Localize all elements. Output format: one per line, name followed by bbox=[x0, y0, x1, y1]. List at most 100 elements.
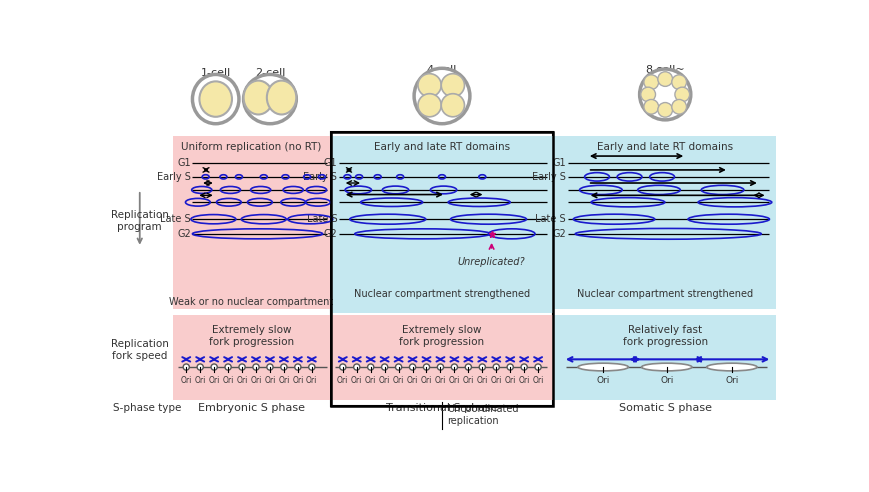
Text: Ori: Ori bbox=[448, 376, 460, 385]
Ellipse shape bbox=[706, 363, 756, 371]
Ellipse shape bbox=[507, 364, 513, 370]
Text: Ori: Ori bbox=[490, 376, 501, 385]
Ellipse shape bbox=[199, 81, 232, 117]
Text: Early and late RT domains: Early and late RT domains bbox=[596, 142, 733, 152]
FancyBboxPatch shape bbox=[331, 136, 552, 313]
Ellipse shape bbox=[417, 74, 441, 97]
Text: Ori: Ori bbox=[504, 376, 515, 385]
Ellipse shape bbox=[414, 68, 469, 123]
Text: Ori: Ori bbox=[660, 376, 673, 385]
Ellipse shape bbox=[657, 102, 672, 117]
Text: Early S: Early S bbox=[532, 172, 566, 182]
Text: Ori: Ori bbox=[476, 376, 488, 385]
Ellipse shape bbox=[674, 87, 689, 102]
Text: G1: G1 bbox=[552, 158, 566, 168]
Text: Unreplicated?: Unreplicated? bbox=[457, 257, 525, 267]
FancyBboxPatch shape bbox=[554, 315, 775, 400]
Ellipse shape bbox=[308, 364, 315, 370]
Text: Ori: Ori bbox=[365, 376, 376, 385]
Ellipse shape bbox=[479, 364, 485, 370]
Text: Ori: Ori bbox=[222, 376, 234, 385]
Ellipse shape bbox=[395, 364, 401, 370]
Ellipse shape bbox=[423, 364, 429, 370]
Ellipse shape bbox=[671, 99, 686, 114]
Ellipse shape bbox=[639, 69, 690, 120]
Text: Somatic S phase: Somatic S phase bbox=[618, 403, 711, 413]
Text: Ori: Ori bbox=[725, 376, 738, 385]
Ellipse shape bbox=[451, 364, 457, 370]
Ellipse shape bbox=[640, 87, 654, 102]
Ellipse shape bbox=[671, 75, 686, 90]
Text: Extremely slow
fork progression: Extremely slow fork progression bbox=[209, 326, 294, 347]
Text: Ori: Ori bbox=[209, 376, 220, 385]
Text: Ori: Ori bbox=[181, 376, 192, 385]
Text: Nuclear compartment strengthened: Nuclear compartment strengthened bbox=[576, 289, 753, 299]
Ellipse shape bbox=[281, 364, 287, 370]
Text: Relatively fast
fork progression: Relatively fast fork progression bbox=[622, 326, 707, 347]
Text: Ori: Ori bbox=[236, 376, 248, 385]
Text: Late S: Late S bbox=[534, 214, 566, 224]
Text: S-phase type: S-phase type bbox=[112, 403, 181, 413]
Text: G2: G2 bbox=[323, 229, 337, 239]
Text: Ori: Ori bbox=[195, 376, 206, 385]
Ellipse shape bbox=[239, 364, 245, 370]
Text: Ori: Ori bbox=[421, 376, 432, 385]
Text: Ori: Ori bbox=[306, 376, 317, 385]
Text: Ori: Ori bbox=[292, 376, 303, 385]
Text: Ori: Ori bbox=[393, 376, 404, 385]
Ellipse shape bbox=[267, 81, 296, 115]
Text: G1: G1 bbox=[323, 158, 337, 168]
Ellipse shape bbox=[183, 364, 189, 370]
Text: 2-cell: 2-cell bbox=[255, 67, 285, 78]
Ellipse shape bbox=[521, 364, 527, 370]
Text: Ori: Ori bbox=[351, 376, 362, 385]
Text: Ori: Ori bbox=[250, 376, 262, 385]
Ellipse shape bbox=[353, 364, 360, 370]
Text: Ori: Ori bbox=[596, 376, 609, 385]
Text: Ori: Ori bbox=[336, 376, 348, 385]
Text: Extremely slow
fork progression: Extremely slow fork progression bbox=[399, 326, 484, 347]
Ellipse shape bbox=[643, 99, 658, 114]
Text: 8-cell~: 8-cell~ bbox=[645, 65, 684, 75]
Ellipse shape bbox=[643, 75, 658, 90]
Ellipse shape bbox=[409, 364, 415, 370]
Text: G1: G1 bbox=[177, 158, 190, 168]
FancyBboxPatch shape bbox=[554, 136, 775, 309]
Text: 4-cell: 4-cell bbox=[427, 65, 457, 75]
Text: Ori: Ori bbox=[532, 376, 543, 385]
Ellipse shape bbox=[441, 93, 464, 117]
Ellipse shape bbox=[368, 364, 374, 370]
Text: Replication
program: Replication program bbox=[110, 210, 169, 232]
Ellipse shape bbox=[437, 364, 443, 370]
Text: G2: G2 bbox=[177, 229, 190, 239]
Ellipse shape bbox=[243, 74, 296, 123]
Ellipse shape bbox=[192, 74, 239, 123]
Text: Transitional S phase: Transitional S phase bbox=[386, 403, 497, 413]
Ellipse shape bbox=[243, 81, 273, 115]
Ellipse shape bbox=[197, 364, 203, 370]
Text: Uniform replication (no RT): Uniform replication (no RT) bbox=[181, 142, 322, 152]
Ellipse shape bbox=[640, 363, 691, 371]
Ellipse shape bbox=[441, 74, 464, 97]
Text: Early S: Early S bbox=[303, 172, 337, 182]
Ellipse shape bbox=[465, 364, 471, 370]
Text: Late S: Late S bbox=[307, 214, 337, 224]
Ellipse shape bbox=[253, 364, 259, 370]
Text: Ori: Ori bbox=[264, 376, 275, 385]
Ellipse shape bbox=[295, 364, 301, 370]
Ellipse shape bbox=[417, 93, 441, 117]
Ellipse shape bbox=[534, 364, 541, 370]
Text: Ori: Ori bbox=[278, 376, 289, 385]
Ellipse shape bbox=[381, 364, 388, 370]
Text: Nuclear compartment strengthened: Nuclear compartment strengthened bbox=[354, 289, 529, 299]
Text: Ori: Ori bbox=[462, 376, 474, 385]
Ellipse shape bbox=[211, 364, 217, 370]
FancyBboxPatch shape bbox=[331, 132, 552, 405]
Text: Ori: Ori bbox=[518, 376, 529, 385]
Ellipse shape bbox=[493, 364, 499, 370]
Text: Late S: Late S bbox=[160, 214, 190, 224]
Text: 1-cell: 1-cell bbox=[201, 67, 230, 78]
Ellipse shape bbox=[657, 72, 672, 87]
Text: Ori: Ori bbox=[434, 376, 446, 385]
Text: G2: G2 bbox=[552, 229, 566, 239]
